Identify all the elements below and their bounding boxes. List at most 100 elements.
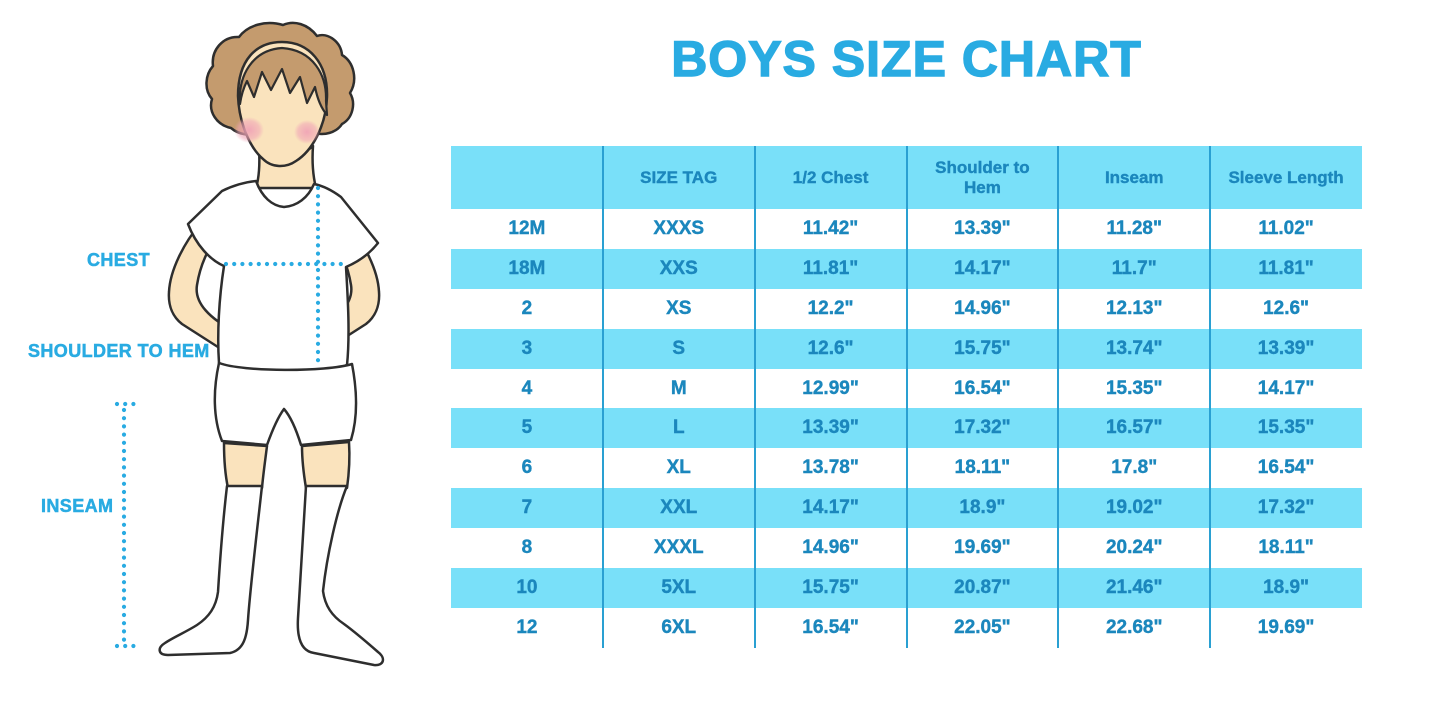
row-size-label: 7 (521, 497, 533, 519)
boy-illustration (114, 21, 385, 667)
table-cell: S (672, 337, 686, 359)
table-row: 3 S 12.6" 15.75" 13.74" 13.39" (451, 328, 1362, 369)
table-cell: 11.02" (1258, 217, 1314, 239)
table-cell: XL (666, 457, 691, 479)
table-cell: 11.28" (1106, 217, 1162, 239)
table-cell: 14.17" (954, 257, 1011, 279)
table-cell: 17.8" (1111, 457, 1158, 479)
table-cell: 18.9" (1263, 576, 1310, 598)
table-cell: 11.42" (802, 217, 859, 239)
table-row: 2 XS 12.2" 14.96" 12.13" 12.6" (451, 289, 1362, 329)
table-cell: 12.2" (807, 297, 854, 319)
table-cell: 6XL (661, 616, 697, 638)
size-table: SIZE TAG 1/2 Chest Shoulder to Hem Inseam Sl… (451, 146, 1362, 648)
table-header-row: SIZE TAG 1/2 Chest Shoulder to Hem Inseam Sl… (451, 146, 1362, 209)
table-cell: 17.32" (954, 417, 1011, 439)
table-row: 4 M 12.99" 16.54" 15.35" 14.17" (451, 369, 1362, 409)
table-cell: 13.39" (1257, 337, 1315, 359)
chest-label: CHEST (87, 250, 151, 271)
table-cell: 13.39" (802, 417, 859, 439)
table-cell: 18.11" (1258, 537, 1314, 559)
table-row: 12 6XL 16.54" 22.05" 22.68" 19.69" (451, 608, 1362, 648)
table-cell: 20.24" (1105, 537, 1163, 559)
table-cell: 18.9" (959, 497, 1006, 519)
row-size-label: 12 (516, 616, 538, 638)
t-shirt (186, 179, 380, 372)
table-cell: 16.54" (1257, 457, 1315, 479)
column-header: SIZE TAG (640, 167, 718, 187)
table-cell: 19.02" (1105, 497, 1163, 519)
table-cell: 14.96" (802, 537, 859, 559)
table-cell: 15.75" (802, 576, 859, 598)
shorts (213, 361, 358, 447)
table-cell: 16.54" (802, 616, 859, 638)
measurement-lines (114, 185, 348, 649)
right-sock (296, 484, 385, 667)
blush-right (294, 120, 320, 144)
table-cell: 14.17" (1257, 377, 1315, 399)
page-title: BOYS SIZE CHART (671, 30, 1142, 87)
table-cell: XXXS (653, 217, 705, 239)
inseam-label: INSEAM (41, 496, 114, 517)
row-size-label: 6 (521, 457, 533, 479)
right-knee (300, 440, 351, 490)
table-cell: 19.69" (954, 537, 1011, 559)
table-cell: 15.75" (954, 337, 1011, 359)
table-cell: XXL (660, 497, 698, 519)
column-header: Inseam (1104, 167, 1164, 187)
table-cell: XXS (659, 257, 698, 279)
blush-left (234, 117, 264, 143)
table-row: 7 XXL 14.17" 18.9" 19.02" 17.32" (451, 488, 1362, 529)
row-size-label: 3 (521, 337, 533, 359)
table-cell: 20.87" (954, 576, 1011, 598)
hair-fringe (238, 46, 329, 117)
table-row: 5 L 13.39" 17.32" 16.57" 15.35" (451, 408, 1362, 449)
row-size-label: 18M (508, 257, 546, 279)
table-cell: 22.68" (1105, 616, 1163, 638)
row-size-label: 4 (521, 377, 533, 399)
table-row: 6 XL 13.78" 18.11" 17.8" 16.54" (451, 448, 1362, 488)
table-cell: 22.05" (954, 616, 1011, 638)
shoulder-to-hem-label: SHOULDER TO HEM (28, 341, 210, 362)
table-cell: XXXL (653, 537, 704, 559)
table-cell: 11.81" (802, 257, 859, 279)
column-header: Sleeve Length (1228, 167, 1344, 187)
table-cell: 11.81" (1258, 257, 1314, 279)
left-knee (222, 441, 269, 490)
table-cell: 12.6" (807, 337, 854, 359)
table-row: 12M XXXS 11.42" 13.39" 11.28" 11.02" (451, 209, 1362, 249)
table-cell: 12.13" (1105, 297, 1163, 319)
table-cell: L (672, 417, 685, 439)
column-header (451, 146, 603, 209)
table-cell: 13.78" (802, 457, 859, 479)
table-cell: 17.32" (1257, 497, 1315, 519)
table-cell: 13.74" (1105, 337, 1163, 359)
table-cell: 16.54" (954, 377, 1011, 399)
table-cell: 21.46" (1105, 576, 1163, 598)
table-cell: XS (666, 297, 692, 319)
table-cell: M (670, 377, 687, 399)
table-row: 18M XXS 11.81" 14.17" 11.7" 11.81" (451, 248, 1362, 289)
table-cell: 19.69" (1257, 616, 1315, 638)
table-cell: 15.35" (1257, 417, 1315, 439)
measurement-figure: CHEST SHOULDER TO HEM INSEAM (0, 0, 450, 723)
row-size-label: 8 (521, 537, 533, 559)
left-sock (158, 484, 264, 657)
table-cell: 12.99" (802, 377, 859, 399)
column-header: 1/2 Chest (792, 167, 869, 187)
table-cell: 13.39" (954, 217, 1011, 239)
row-size-label: 5 (521, 417, 533, 439)
row-size-label: 2 (521, 297, 533, 319)
table-row: 8 XXXL 14.96" 19.69" 20.24" 18.11" (451, 528, 1362, 568)
table-cell: 14.17" (802, 497, 859, 519)
table-body: 12M XXXS 11.42" 13.39" 11.28" 11.02" 18M XXS 11.… (451, 209, 1362, 648)
table-cell: 16.57" (1105, 417, 1163, 439)
table-cell: 5XL (661, 576, 697, 598)
table-cell: 12.6" (1263, 297, 1310, 319)
table-cell: 15.35" (1105, 377, 1163, 399)
table-cell: 18.11" (954, 457, 1011, 479)
row-size-label: 10 (516, 576, 538, 598)
row-size-label: 12M (508, 217, 546, 239)
table-cell: 14.96" (954, 297, 1011, 319)
